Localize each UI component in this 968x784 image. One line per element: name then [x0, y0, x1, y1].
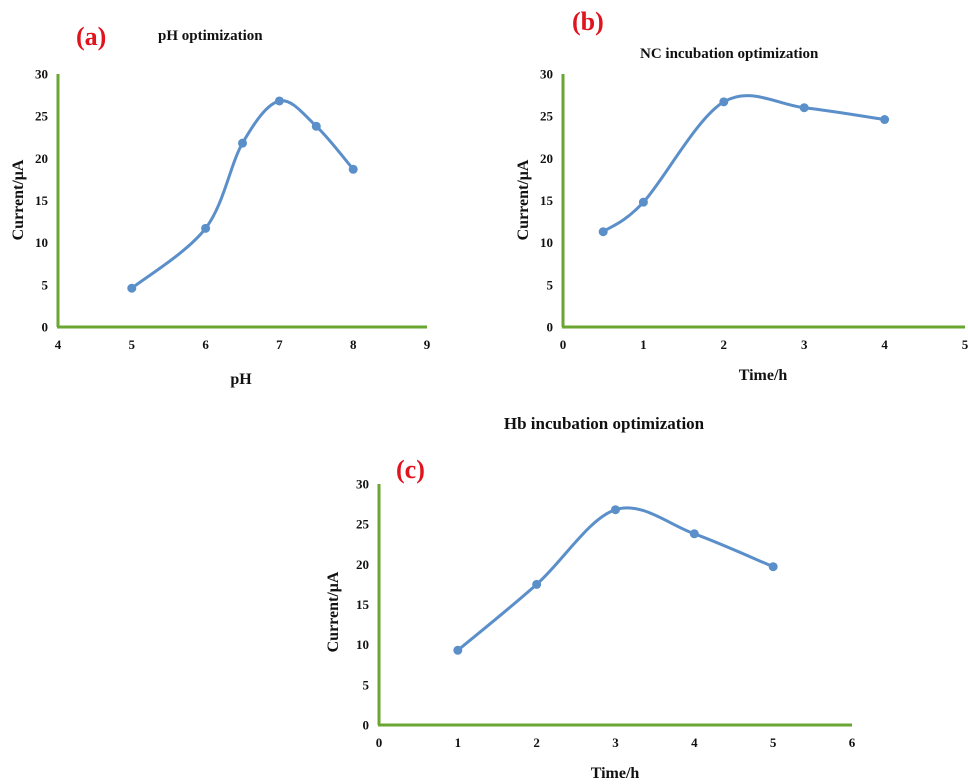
y-tick-label: 0: [547, 320, 554, 335]
data-point: [453, 645, 463, 655]
x-tick-label: 5: [962, 337, 968, 352]
data-point: [127, 283, 137, 293]
data-point: [880, 115, 890, 125]
y-tick-label: 15: [356, 597, 370, 612]
data-point: [638, 197, 648, 207]
data-point: [799, 103, 809, 113]
x-tick-label: 0: [376, 735, 383, 750]
panel-tag-a: (a): [76, 22, 106, 51]
y-axis-label-c: Current/μA: [325, 571, 342, 652]
series-line: [602, 94, 885, 233]
y-tick-label: 30: [356, 477, 369, 492]
chart-title-b: NC incubation optimization: [640, 46, 819, 62]
chart-panel-b: (b) NC incubation optimization Current/μ…: [515, 7, 968, 384]
plot-area-a: 0 5 10 15 20 25 30 4 5 6 7 8 9: [35, 67, 431, 353]
data-point: [238, 138, 247, 148]
x-tick-label: 8: [350, 337, 357, 352]
data-point: [598, 227, 608, 237]
x-axis-label-a: pH: [230, 371, 252, 388]
x-tick-label: 2: [721, 337, 728, 352]
x-tick-label: 4: [691, 735, 698, 750]
chart-panel-a: (a) pH optimization Current/μA pH 0 5 10 15…: [10, 22, 431, 388]
y-tick-label: 25: [356, 517, 370, 532]
data-point: [719, 97, 729, 107]
y-tick-label: 15: [35, 193, 49, 208]
chart-panel-c: Hb incubation optimization (c) Current/μ…: [325, 414, 856, 782]
x-tick-label: 6: [849, 735, 856, 750]
chart-title-a: pH optimization: [158, 28, 263, 44]
x-tick-label: 2: [533, 735, 540, 750]
y-axis-label-b: Current/μA: [515, 159, 532, 240]
data-point: [768, 562, 778, 572]
y-tick-label: 30: [540, 67, 553, 82]
chart-title-c: Hb incubation optimization: [504, 414, 705, 433]
data-point: [532, 579, 542, 589]
plot-area-c: 0 5 10 15 20 25 30 0 1 2 3 4 5 6: [356, 477, 856, 751]
x-tick-label: 5: [129, 337, 136, 352]
y-tick-label: 15: [540, 193, 554, 208]
y-tick-label: 30: [35, 67, 48, 82]
x-tick-label: 3: [801, 337, 808, 352]
y-tick-label: 0: [42, 320, 49, 335]
y-tick-label: 0: [363, 718, 370, 733]
x-tick-label: 0: [560, 337, 567, 352]
y-tick-label: 25: [35, 109, 49, 124]
y-tick-label: 10: [356, 637, 369, 652]
data-point: [201, 223, 211, 233]
y-tick-label: 20: [35, 151, 48, 166]
x-tick-label: 9: [424, 337, 431, 352]
y-tick-label: 20: [540, 151, 553, 166]
x-tick-label: 1: [455, 735, 462, 750]
x-axis-label-c: Time/h: [591, 765, 640, 782]
panel-tag-b: (b): [572, 7, 604, 36]
x-tick-label: 4: [881, 337, 888, 352]
y-axis-label-a: Current/μA: [10, 159, 27, 240]
x-tick-label: 4: [55, 337, 62, 352]
y-tick-label: 20: [356, 557, 369, 572]
x-tick-label: 7: [276, 337, 283, 352]
x-tick-label: 5: [770, 735, 777, 750]
y-tick-label: 10: [35, 235, 48, 250]
y-tick-label: 10: [540, 235, 553, 250]
data-point: [274, 96, 284, 106]
y-tick-label: 5: [547, 277, 554, 292]
data-point: [311, 121, 321, 131]
panel-tag-c: (c): [396, 455, 425, 484]
y-tick-label: 5: [42, 277, 49, 292]
x-tick-label: 6: [202, 337, 209, 352]
data-point: [689, 529, 699, 539]
y-tick-label: 5: [363, 677, 370, 692]
series-line: [456, 506, 774, 652]
x-tick-label: 3: [612, 735, 619, 750]
plot-area-b: 0 5 10 15 20 25 30 0 1 2 3 4 5: [540, 67, 968, 353]
x-axis-label-b: Time/h: [739, 367, 788, 384]
y-tick-label: 25: [540, 109, 554, 124]
x-tick-label: 1: [640, 337, 647, 352]
data-point: [611, 505, 620, 515]
data-point: [348, 164, 358, 174]
